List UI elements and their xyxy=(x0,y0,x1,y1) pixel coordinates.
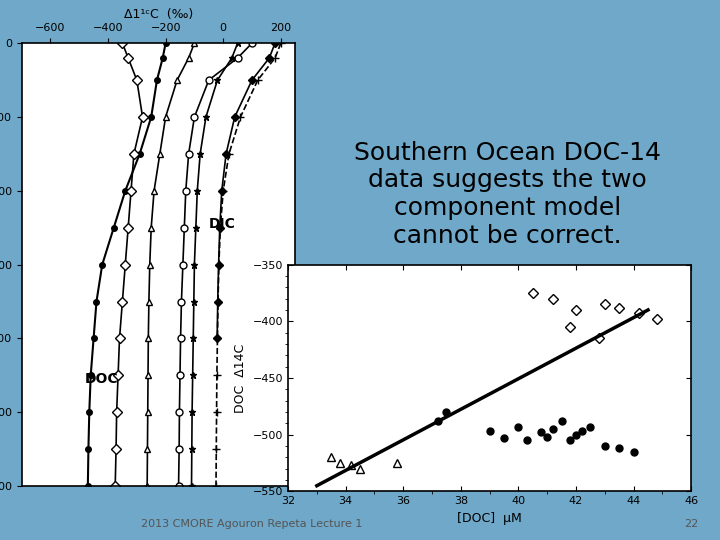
Text: DIC: DIC xyxy=(209,217,235,231)
X-axis label: Δ1¹ᶜC  (‰): Δ1¹ᶜC (‰) xyxy=(124,8,193,21)
X-axis label: [DOC]  μM: [DOC] μM xyxy=(457,512,522,525)
Text: 2013 CMORE Agouron Repeta Lecture 1: 2013 CMORE Agouron Repeta Lecture 1 xyxy=(141,519,363,529)
Text: 22: 22 xyxy=(684,519,698,529)
Text: Southern Ocean DOC-14
data suggests the two
component model
cannot be correct.: Southern Ocean DOC-14 data suggests the … xyxy=(354,141,661,248)
Text: DOC: DOC xyxy=(85,372,119,386)
Y-axis label: DOC  Δ14C: DOC Δ14C xyxy=(234,343,247,413)
